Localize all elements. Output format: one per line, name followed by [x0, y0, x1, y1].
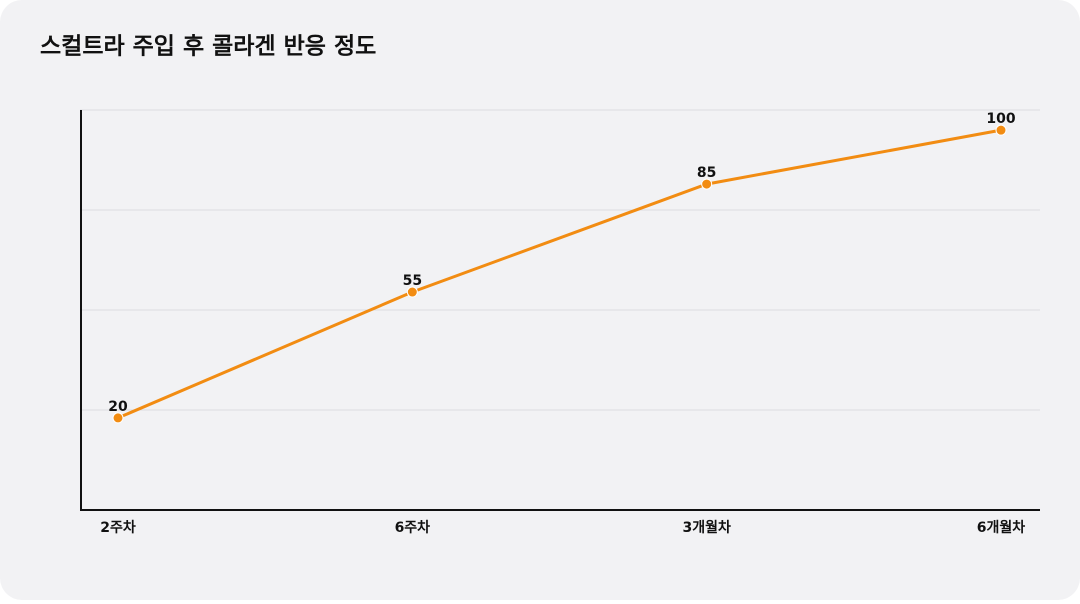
data-label: 85 — [697, 165, 716, 181]
data-label: 100 — [986, 111, 1015, 127]
x-tick-label: 6개월차 — [977, 519, 1026, 536]
chart-title: 스컬트라 주입 후 콜라겐 반응 정도 — [40, 34, 376, 60]
data-point — [701, 178, 713, 190]
x-tick-label: 3개월차 — [682, 519, 731, 536]
data-point — [406, 286, 418, 298]
data-point — [995, 124, 1007, 136]
data-label: 20 — [108, 399, 128, 415]
data-point — [112, 412, 124, 424]
data-label: 55 — [403, 273, 422, 289]
x-tick-label: 2주차 — [100, 520, 136, 536]
data-line — [117, 128, 1002, 420]
x-tick-label: 6주차 — [395, 520, 431, 536]
